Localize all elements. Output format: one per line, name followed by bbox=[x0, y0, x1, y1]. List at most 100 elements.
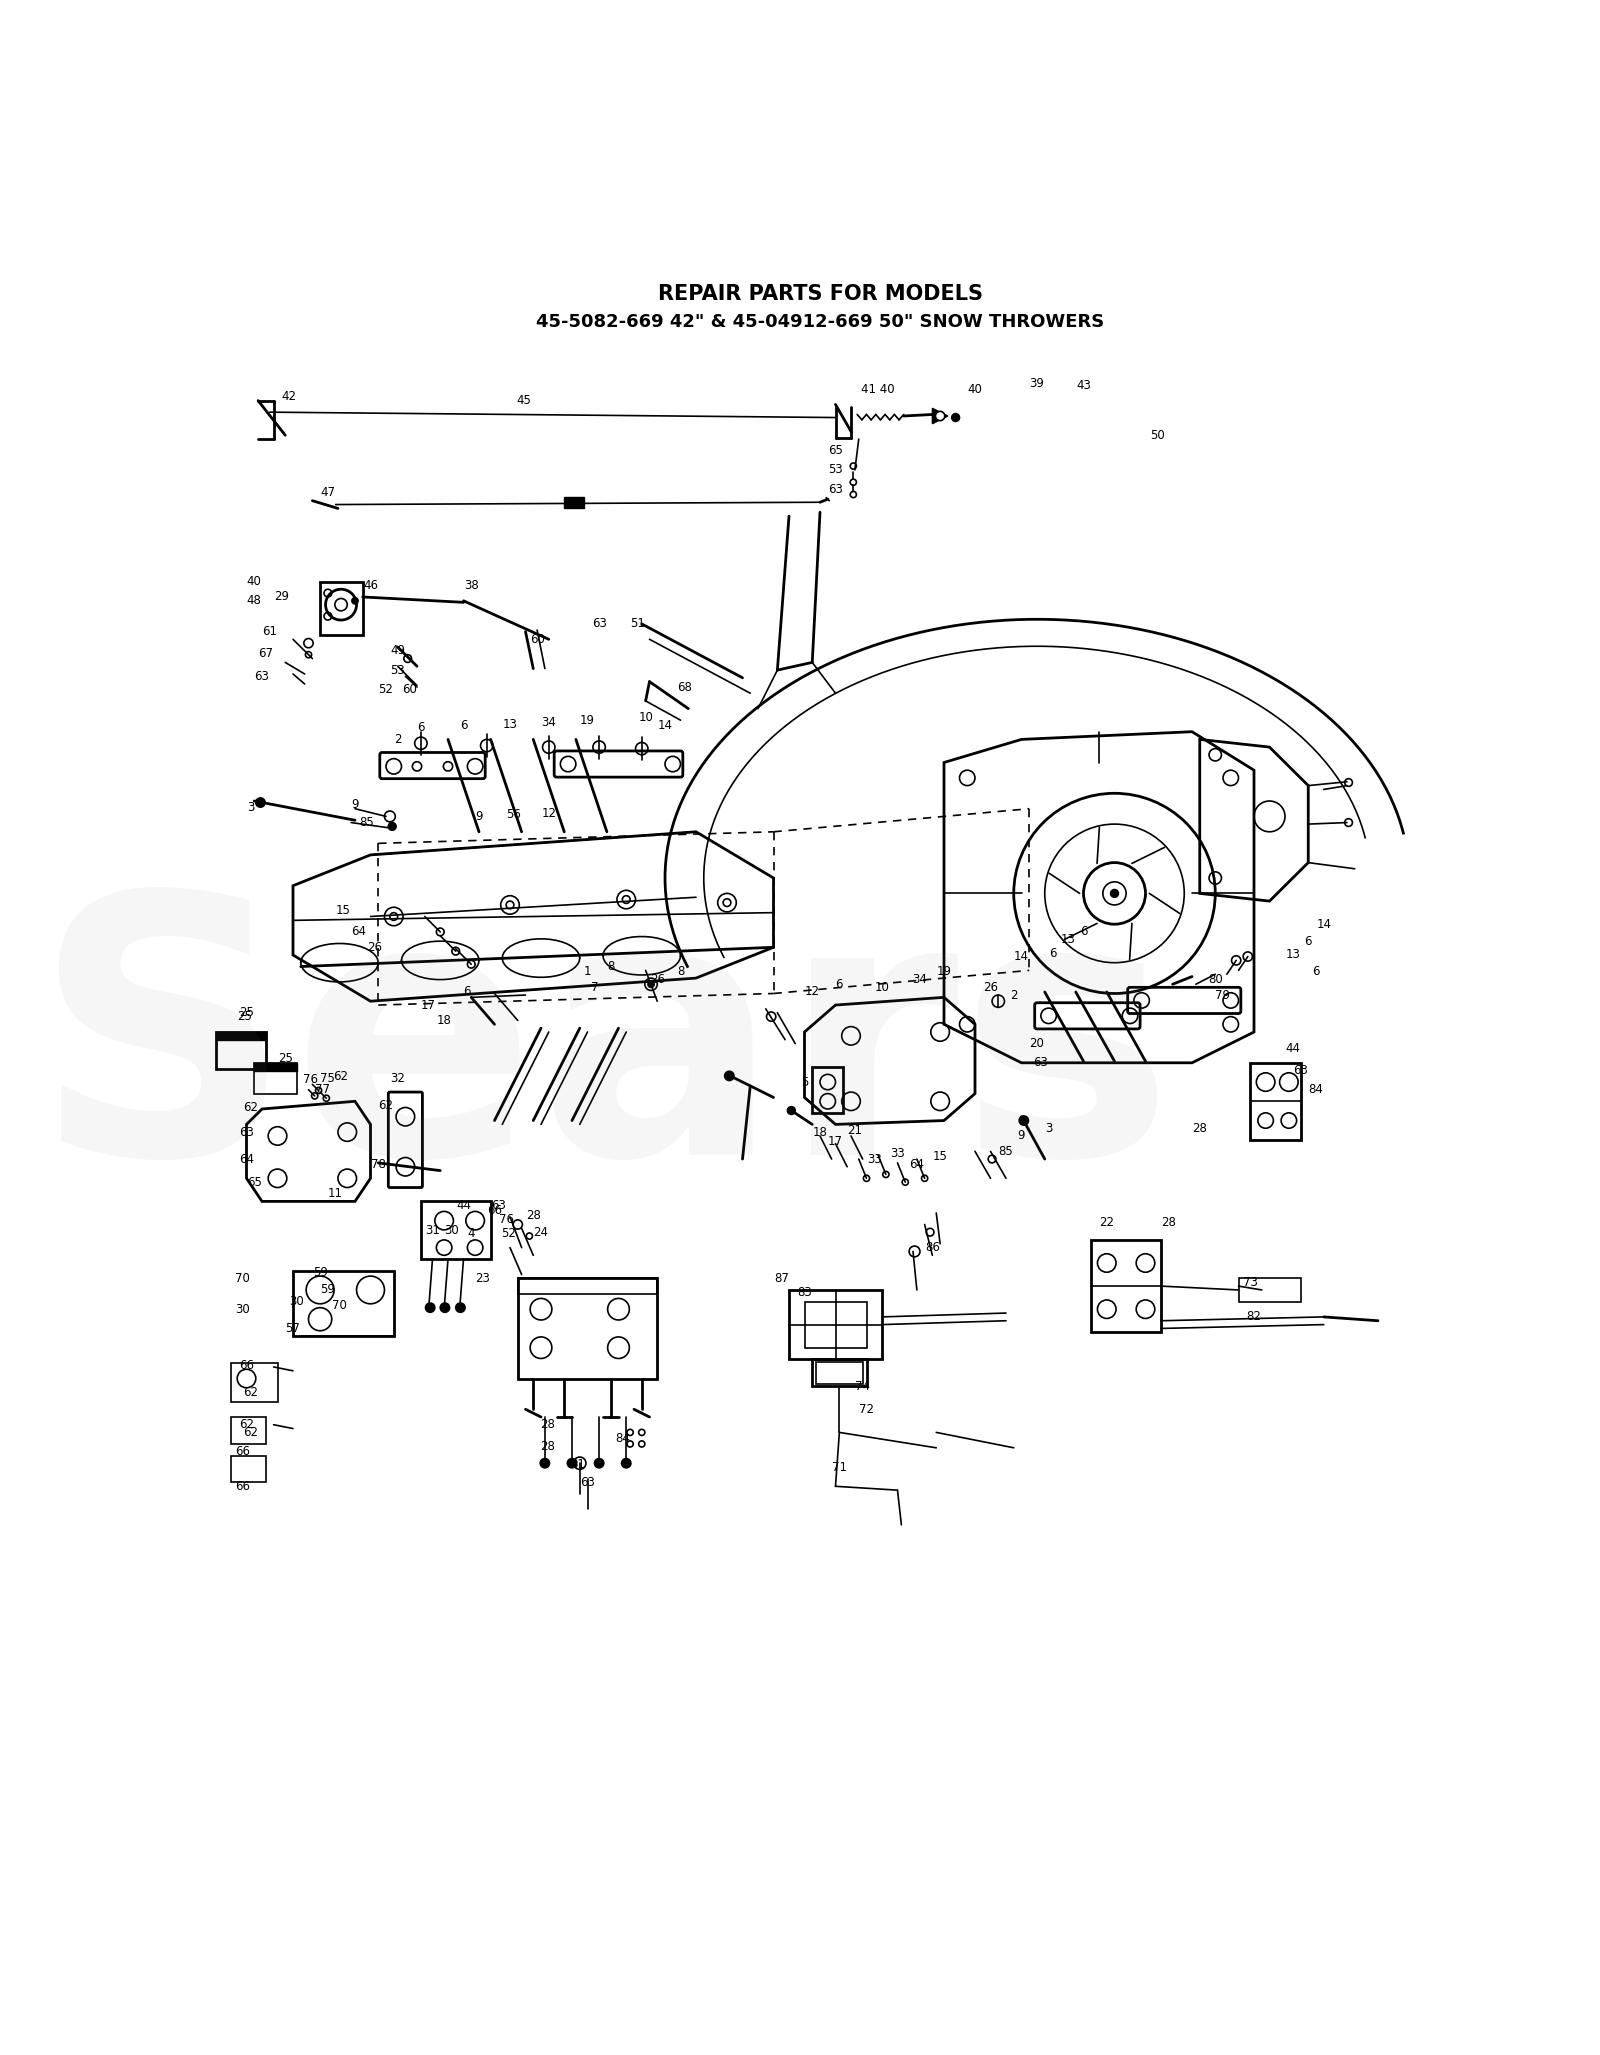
Text: 78: 78 bbox=[371, 1157, 386, 1171]
Text: 28: 28 bbox=[1192, 1122, 1206, 1134]
Text: 52: 52 bbox=[379, 682, 394, 697]
Circle shape bbox=[389, 822, 397, 830]
Text: 6: 6 bbox=[1312, 966, 1320, 978]
Text: 13: 13 bbox=[1061, 933, 1075, 945]
Bar bbox=[789, 1291, 882, 1358]
Circle shape bbox=[440, 1303, 450, 1313]
Text: 62: 62 bbox=[333, 1071, 349, 1083]
Bar bbox=[254, 1062, 298, 1071]
Text: 68: 68 bbox=[677, 680, 691, 693]
Text: 80: 80 bbox=[1208, 974, 1222, 986]
Circle shape bbox=[648, 980, 654, 986]
Text: 63: 63 bbox=[592, 616, 606, 631]
Bar bbox=[320, 582, 363, 635]
Text: 87: 87 bbox=[774, 1272, 789, 1284]
Text: 18: 18 bbox=[437, 1013, 451, 1028]
Text: 10: 10 bbox=[638, 711, 653, 723]
Text: 57: 57 bbox=[285, 1321, 301, 1336]
Text: 14: 14 bbox=[1014, 949, 1029, 964]
Text: 25: 25 bbox=[237, 1011, 251, 1023]
Text: 33: 33 bbox=[867, 1153, 882, 1165]
Text: 70: 70 bbox=[333, 1299, 347, 1311]
Text: 62: 62 bbox=[243, 1385, 258, 1399]
Text: 24: 24 bbox=[533, 1225, 549, 1239]
Bar bbox=[518, 1278, 658, 1379]
Text: 73: 73 bbox=[1243, 1276, 1258, 1288]
Text: 62: 62 bbox=[238, 1418, 254, 1430]
Text: 77: 77 bbox=[315, 1083, 330, 1095]
Text: 50: 50 bbox=[1150, 429, 1165, 442]
Text: 28: 28 bbox=[539, 1418, 555, 1430]
Text: 14: 14 bbox=[658, 719, 672, 732]
Text: 81: 81 bbox=[570, 1459, 586, 1471]
Text: 45-5082-669 42" & 45-04912-669 50" SNOW THROWERS: 45-5082-669 42" & 45-04912-669 50" SNOW … bbox=[536, 312, 1104, 331]
Text: 23: 23 bbox=[475, 1272, 490, 1284]
Text: 63: 63 bbox=[581, 1475, 595, 1490]
Text: 62: 62 bbox=[243, 1101, 258, 1114]
Circle shape bbox=[787, 1108, 795, 1114]
Text: 46: 46 bbox=[363, 580, 378, 592]
Text: 64: 64 bbox=[352, 925, 366, 939]
Text: 52: 52 bbox=[501, 1227, 515, 1241]
Circle shape bbox=[541, 1459, 549, 1467]
Text: 84: 84 bbox=[1309, 1083, 1323, 1095]
Text: 1: 1 bbox=[584, 966, 592, 978]
Polygon shape bbox=[933, 409, 947, 423]
Text: 65: 65 bbox=[829, 444, 843, 456]
Text: 79: 79 bbox=[1216, 988, 1230, 1001]
Text: 11: 11 bbox=[328, 1188, 342, 1200]
Text: 70: 70 bbox=[235, 1272, 250, 1284]
Text: 82: 82 bbox=[1246, 1311, 1261, 1323]
Text: 15: 15 bbox=[933, 1151, 947, 1163]
Text: 17: 17 bbox=[421, 999, 437, 1011]
Bar bbox=[816, 1362, 862, 1383]
Text: 76: 76 bbox=[304, 1073, 318, 1087]
Circle shape bbox=[595, 1459, 603, 1467]
Text: 67: 67 bbox=[258, 647, 274, 660]
Bar bbox=[565, 497, 584, 508]
Text: 49: 49 bbox=[390, 645, 405, 658]
Bar bbox=[518, 1278, 658, 1295]
Text: 71: 71 bbox=[832, 1461, 846, 1473]
Text: 65: 65 bbox=[246, 1175, 262, 1188]
Text: 59: 59 bbox=[312, 1266, 328, 1278]
Text: 41 40: 41 40 bbox=[861, 382, 894, 395]
Text: 9: 9 bbox=[475, 810, 483, 822]
Text: 45: 45 bbox=[517, 395, 531, 407]
Bar bbox=[421, 1202, 491, 1260]
Text: 64: 64 bbox=[238, 1153, 254, 1165]
Text: 86: 86 bbox=[925, 1241, 939, 1254]
Text: 60: 60 bbox=[530, 633, 544, 645]
Text: 34: 34 bbox=[912, 974, 926, 986]
Bar bbox=[813, 1067, 843, 1114]
Text: 6: 6 bbox=[1080, 925, 1088, 939]
Circle shape bbox=[725, 1071, 734, 1081]
Text: 34: 34 bbox=[541, 715, 557, 730]
Text: 6: 6 bbox=[464, 986, 470, 999]
Text: 26: 26 bbox=[650, 974, 664, 986]
Text: 66: 66 bbox=[235, 1480, 250, 1492]
Text: 38: 38 bbox=[464, 580, 478, 592]
Text: 63: 63 bbox=[829, 483, 843, 495]
Text: 63: 63 bbox=[254, 670, 269, 682]
Circle shape bbox=[936, 411, 944, 421]
Bar bbox=[1238, 1278, 1301, 1301]
Text: 20: 20 bbox=[1029, 1038, 1045, 1050]
Circle shape bbox=[1019, 1116, 1029, 1126]
Text: 74: 74 bbox=[854, 1379, 870, 1393]
Circle shape bbox=[952, 413, 960, 421]
Text: 26: 26 bbox=[366, 941, 382, 954]
Text: 62: 62 bbox=[243, 1426, 258, 1438]
Text: 3: 3 bbox=[246, 801, 254, 814]
Text: 14: 14 bbox=[1317, 919, 1331, 931]
Circle shape bbox=[256, 797, 266, 808]
Bar bbox=[1250, 1062, 1301, 1141]
Text: 22: 22 bbox=[1099, 1217, 1114, 1229]
Text: 39: 39 bbox=[1029, 378, 1045, 390]
Text: 44: 44 bbox=[456, 1198, 470, 1212]
Text: 75: 75 bbox=[320, 1073, 336, 1085]
Circle shape bbox=[426, 1303, 435, 1313]
Text: 60: 60 bbox=[402, 682, 416, 697]
Bar bbox=[216, 1032, 266, 1069]
Text: 40: 40 bbox=[968, 382, 982, 395]
